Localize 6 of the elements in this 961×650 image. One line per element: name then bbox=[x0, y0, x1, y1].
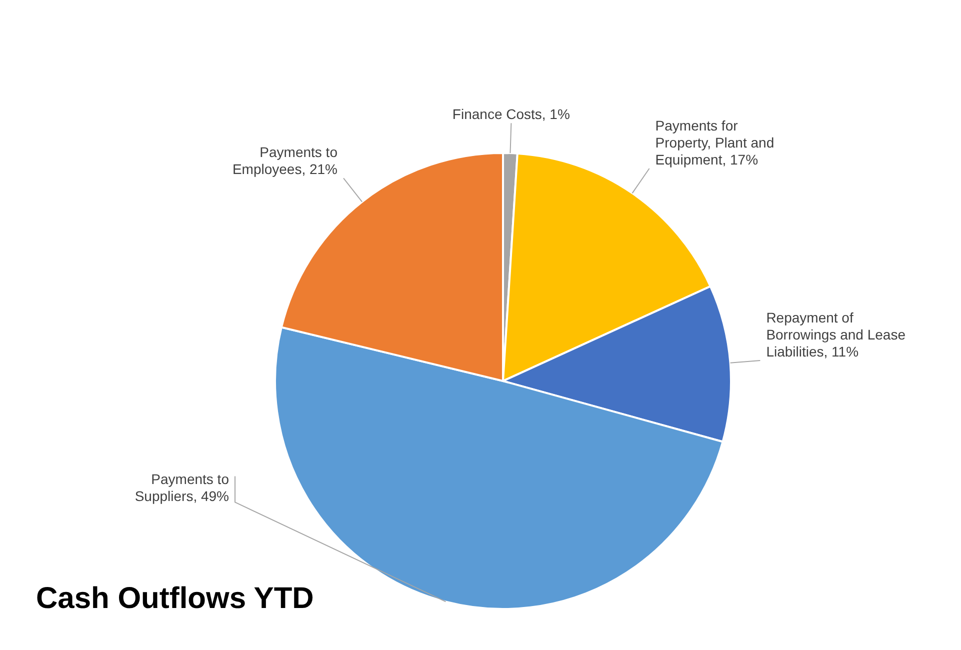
text: Cash Outflows YTD bbox=[36, 582, 314, 616]
slice-label: Payments for Property, Plant and Equipment, 17% bbox=[655, 117, 774, 168]
slice-label: Payments to Employees, 21% bbox=[232, 144, 338, 178]
slice-label: Finance Costs, 1% bbox=[452, 106, 570, 122]
slice-label: Payments to Suppliers, 49% bbox=[134, 471, 230, 504]
slice-label: Repayment of Borrowings and Lease Liabilities, 11% bbox=[766, 310, 906, 360]
